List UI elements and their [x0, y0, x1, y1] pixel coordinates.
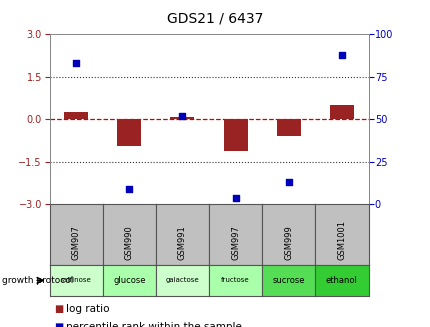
Bar — [117, 119, 141, 146]
Text: ■: ■ — [54, 304, 63, 314]
Point — [285, 180, 292, 185]
Text: galactose: galactose — [165, 277, 199, 284]
Text: GDS21 / 6437: GDS21 / 6437 — [167, 11, 263, 26]
Text: GSM1001: GSM1001 — [337, 220, 346, 260]
Text: GSM990: GSM990 — [125, 225, 133, 260]
Bar — [276, 119, 300, 136]
Text: GSM991: GSM991 — [178, 225, 187, 260]
Text: raffinose: raffinose — [61, 277, 91, 284]
Bar — [64, 112, 88, 119]
Text: ■: ■ — [54, 322, 63, 327]
Point — [232, 195, 239, 200]
Text: log ratio: log ratio — [66, 304, 109, 314]
Text: GSM999: GSM999 — [284, 225, 292, 260]
Text: glucose: glucose — [113, 276, 145, 285]
Point — [338, 52, 344, 57]
Point — [178, 113, 185, 119]
Point — [126, 186, 132, 192]
Text: percentile rank within the sample: percentile rank within the sample — [66, 322, 241, 327]
Text: ethanol: ethanol — [325, 276, 357, 285]
Text: sucrose: sucrose — [272, 276, 304, 285]
Text: GSM997: GSM997 — [230, 225, 240, 260]
Text: growth protocol: growth protocol — [2, 276, 74, 285]
Bar — [223, 119, 247, 150]
Point — [73, 60, 80, 66]
Bar — [170, 117, 194, 119]
Text: fructose: fructose — [221, 277, 249, 284]
Text: GSM907: GSM907 — [71, 225, 80, 260]
Bar — [329, 105, 353, 119]
